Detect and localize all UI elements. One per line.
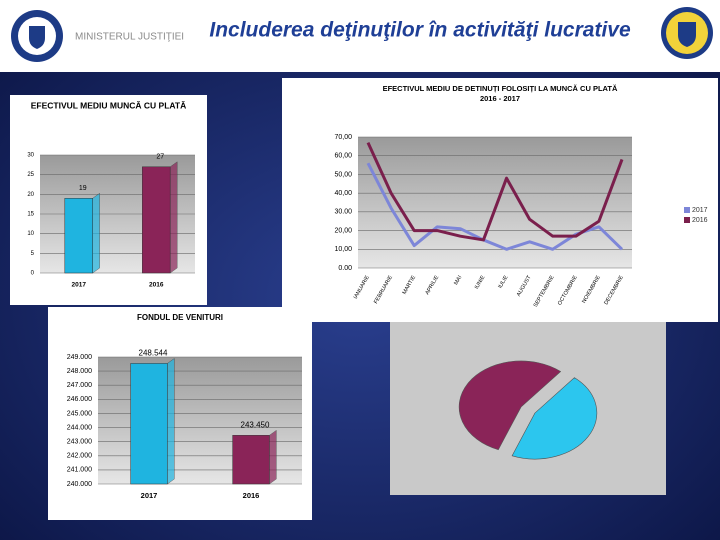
value-label: 248.544: [139, 349, 168, 358]
x-tick-label: MAI: [453, 274, 463, 286]
value-label: 27: [156, 154, 164, 161]
y-tick-label: 10: [27, 231, 34, 237]
y-tick-label: 249.000: [67, 354, 92, 361]
legend-swatch: [684, 207, 690, 213]
value-label: 243.450: [241, 420, 270, 429]
bar-side: [92, 192, 100, 274]
slide-title: Includerea deţinuţilor în activităţi luc…: [209, 19, 631, 42]
y-tick-label: 10,00: [334, 246, 352, 253]
y-tick-label: 248.000: [67, 368, 92, 375]
pie-slice: [458, 360, 562, 451]
bar-side: [169, 161, 178, 274]
y-tick-label: 242.000: [67, 453, 92, 460]
y-tick-label: 15: [27, 212, 34, 218]
y-tick-label: 243.000: [67, 439, 92, 446]
y-tick-label: 247.000: [67, 382, 92, 389]
y-tick-label: 245.000: [67, 410, 92, 417]
logo-left: [11, 10, 63, 62]
value-label: 19: [79, 185, 87, 192]
chart-box: [390, 322, 666, 495]
y-tick-label: 0.00: [338, 265, 352, 272]
series-line: [366, 141, 624, 242]
y-tick-label: 244.000: [67, 424, 92, 431]
bar: [232, 435, 270, 485]
chart-title: FONDUL DE VENITURI: [137, 313, 223, 322]
pie-slice: [511, 377, 598, 460]
x-tick-label: 2016: [243, 491, 260, 500]
bar-side: [269, 429, 277, 485]
y-tick-label: 246.000: [67, 396, 92, 403]
x-tick-label: 2017: [72, 282, 87, 289]
chart-subtitle: 2016 - 2017: [480, 94, 520, 103]
y-tick-label: 25: [27, 172, 34, 178]
bar-side: [167, 357, 175, 485]
y-tick-label: 20,00: [334, 227, 352, 234]
legend-swatch: [684, 217, 690, 223]
plot-wall: [358, 137, 632, 268]
y-tick-label: 60,00: [334, 153, 352, 160]
bar: [64, 198, 93, 274]
y-tick-label: 240.000: [67, 481, 92, 488]
y-tick-label: 70,00: [334, 134, 352, 141]
y-tick-label: 0: [31, 271, 35, 277]
x-tick-label: 2016: [149, 282, 164, 289]
x-tick-label: 2017: [141, 491, 158, 500]
chart-title: EFECTIVUL MEDIU DE DETINUȚI FOLOSIȚI LA …: [383, 84, 618, 93]
header-bar: [0, 0, 720, 72]
y-tick-label: 20: [27, 192, 34, 198]
legend-label: 2016: [692, 217, 708, 224]
legend-label: 2017: [692, 207, 708, 214]
y-tick-label: 50,00: [334, 171, 352, 178]
y-tick-label: 40,00: [334, 190, 352, 197]
y-tick-label: 241.000: [67, 467, 92, 474]
logo-right: [661, 7, 713, 59]
chart-title: EFECTIVUL MEDIU MUNCĂ CU PLATĂ: [31, 100, 187, 110]
bar: [142, 166, 171, 274]
y-tick-label: 5: [31, 251, 35, 257]
ministry-name: MINISTERUL JUSTIŢIEI: [75, 32, 184, 43]
y-tick-label: 30.00: [334, 209, 352, 216]
bar: [130, 363, 168, 485]
y-tick-label: 30: [27, 153, 34, 159]
